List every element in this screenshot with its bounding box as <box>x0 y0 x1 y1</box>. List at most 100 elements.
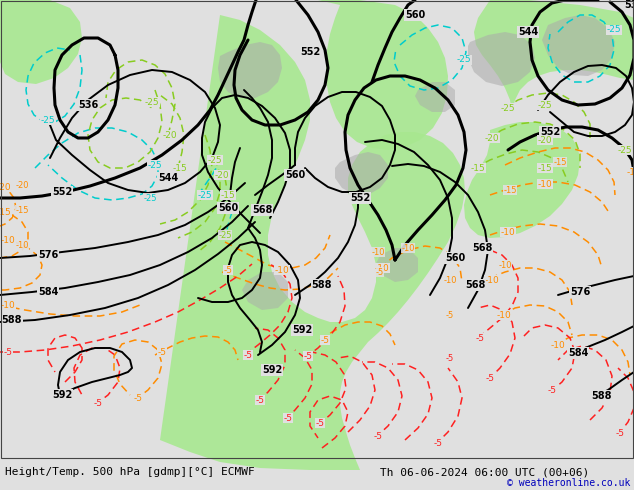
Text: -10: -10 <box>401 244 415 252</box>
Text: -5: -5 <box>373 432 382 441</box>
Text: 552: 552 <box>300 47 320 57</box>
Text: -25: -25 <box>607 25 621 34</box>
Text: -25: -25 <box>218 230 232 240</box>
Text: -25: -25 <box>143 194 157 202</box>
Text: Height/Temp. 500 hPa [gdmp][°C] ECMWF: Height/Temp. 500 hPa [gdmp][°C] ECMWF <box>5 467 255 477</box>
Text: -10: -10 <box>372 247 385 256</box>
Text: 544: 544 <box>518 27 538 37</box>
Text: -15: -15 <box>221 191 235 199</box>
Text: -20: -20 <box>163 130 178 140</box>
Text: 544: 544 <box>158 173 178 183</box>
Text: Th 06-06-2024 06:00 UTC (00+06): Th 06-06-2024 06:00 UTC (00+06) <box>380 467 589 477</box>
Text: 568: 568 <box>465 280 485 290</box>
Text: -25: -25 <box>618 146 632 154</box>
Text: -5: -5 <box>434 439 443 447</box>
Text: 584: 584 <box>568 348 588 358</box>
Text: -15: -15 <box>538 164 552 172</box>
Polygon shape <box>160 15 465 470</box>
Text: 584: 584 <box>38 287 58 297</box>
Text: -25: -25 <box>456 55 471 65</box>
Text: -20: -20 <box>15 180 29 190</box>
Text: -10: -10 <box>1 236 15 245</box>
Text: -5: -5 <box>616 428 624 438</box>
Text: -20: -20 <box>538 136 552 145</box>
Text: -10: -10 <box>550 341 566 349</box>
Text: -15: -15 <box>626 168 634 176</box>
Text: -10: -10 <box>1 300 15 310</box>
Text: -5: -5 <box>321 336 330 344</box>
Text: -5: -5 <box>134 393 143 402</box>
Text: -10: -10 <box>538 179 552 189</box>
Text: 568: 568 <box>252 205 272 215</box>
Polygon shape <box>218 42 282 98</box>
Text: 552: 552 <box>540 127 560 137</box>
Text: -5: -5 <box>476 334 484 343</box>
Polygon shape <box>376 248 418 282</box>
Text: 560: 560 <box>445 253 465 263</box>
Text: -5: -5 <box>243 350 252 360</box>
Text: 592: 592 <box>52 390 72 400</box>
Polygon shape <box>542 15 615 76</box>
Text: -5: -5 <box>256 395 264 405</box>
Text: 552: 552 <box>350 193 370 203</box>
Text: © weatheronline.co.uk: © weatheronline.co.uk <box>507 478 630 488</box>
Polygon shape <box>474 0 634 112</box>
Text: -5: -5 <box>304 351 313 361</box>
Text: 536: 536 <box>624 0 634 10</box>
Text: -5: -5 <box>376 268 384 276</box>
Text: -25: -25 <box>501 103 515 113</box>
Text: -5: -5 <box>4 347 13 357</box>
Text: 576: 576 <box>570 287 590 297</box>
Text: -10: -10 <box>501 227 515 237</box>
Text: -5: -5 <box>316 418 325 427</box>
Text: 536: 536 <box>78 100 98 110</box>
Polygon shape <box>0 0 82 84</box>
Text: -10: -10 <box>496 311 512 319</box>
Text: -20: -20 <box>215 171 230 179</box>
Text: 560: 560 <box>218 203 238 213</box>
Text: -25: -25 <box>145 98 159 106</box>
Text: -25: -25 <box>208 155 223 165</box>
Text: 560: 560 <box>285 170 305 180</box>
Text: -15: -15 <box>553 157 567 167</box>
Text: -25: -25 <box>198 191 212 199</box>
Text: -10: -10 <box>498 261 512 270</box>
Text: 592: 592 <box>292 325 312 335</box>
Text: -10: -10 <box>275 266 289 274</box>
Text: -5: -5 <box>446 311 454 319</box>
Text: 560: 560 <box>405 10 425 20</box>
Polygon shape <box>318 0 448 150</box>
Polygon shape <box>415 82 455 112</box>
Polygon shape <box>464 122 580 238</box>
Text: -15: -15 <box>0 207 11 217</box>
Text: -10: -10 <box>15 241 29 249</box>
Text: -5: -5 <box>486 373 495 383</box>
Text: 588: 588 <box>312 280 332 290</box>
Text: -25: -25 <box>41 116 55 124</box>
Text: -5: -5 <box>93 398 103 408</box>
Text: -5: -5 <box>548 386 557 394</box>
Text: -10: -10 <box>484 275 500 285</box>
Text: -25: -25 <box>538 100 552 109</box>
Text: -5: -5 <box>224 266 233 274</box>
Text: -15: -15 <box>172 164 188 172</box>
Text: 568: 568 <box>472 243 492 253</box>
Text: 552: 552 <box>52 187 72 197</box>
Text: -15: -15 <box>470 164 486 172</box>
Text: 588: 588 <box>592 391 612 401</box>
Text: -20: -20 <box>0 182 11 192</box>
Polygon shape <box>242 272 288 310</box>
Polygon shape <box>335 152 388 195</box>
Text: -15: -15 <box>503 186 517 195</box>
Text: -20: -20 <box>484 133 500 143</box>
Text: 576: 576 <box>38 250 58 260</box>
Polygon shape <box>468 32 535 86</box>
Text: -25: -25 <box>148 161 162 170</box>
Text: 592: 592 <box>262 365 282 375</box>
Text: -5: -5 <box>446 353 454 363</box>
Text: 588: 588 <box>2 315 22 325</box>
Text: -15: -15 <box>15 205 29 215</box>
Text: -10: -10 <box>443 275 456 285</box>
Text: -5: -5 <box>283 414 292 422</box>
Text: -10: -10 <box>375 264 389 272</box>
